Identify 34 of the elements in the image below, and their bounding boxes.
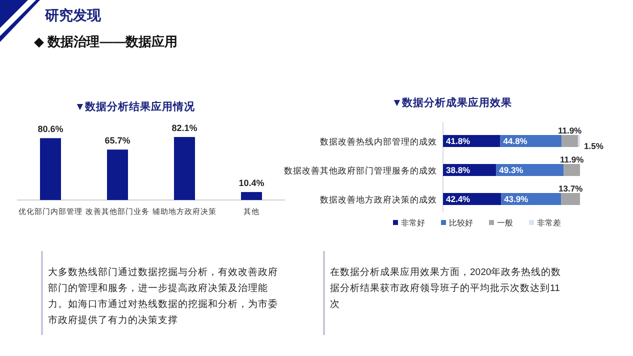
data-label: 65.7% <box>104 136 130 146</box>
chart-title: ▼数据分析成果应用效果 <box>392 96 514 109</box>
bar <box>562 135 578 147</box>
data-label: 49.3% <box>499 165 524 176</box>
data-label: 82.1% <box>172 123 198 133</box>
text: 研究发现 <box>44 7 102 23</box>
data-label: 44.8% <box>503 136 528 146</box>
data-label: 80.6% <box>38 124 64 134</box>
data-label: 41.8% <box>446 136 471 146</box>
bar <box>174 137 195 200</box>
data-label: 43.9% <box>504 194 529 204</box>
bar <box>107 150 128 200</box>
data-label: 13.7% <box>558 184 584 194</box>
y-tick-label: 数据改善地方政府决策的成效 <box>320 194 437 204</box>
legend-label: 非常好 <box>401 218 425 228</box>
legend-label: 比较好 <box>449 218 473 228</box>
data-label: 11.9% <box>558 126 582 136</box>
bar <box>40 138 61 200</box>
text: 大多数热线部门通过数据挖掘与分析，有效改善政府部门的管理和服务，进一步提高政府决策及治理能力。如海口市通过对热线数据的挖掘和分析，为市委市政府提供了有力的决策支撑 <box>48 266 278 328</box>
data-label: 42.4% <box>446 194 471 204</box>
text: 在数据分析成果应用效果方面，2020年政务热线的数据分析结果获市政府领导班子的平均批示次数达到11次 <box>330 266 562 312</box>
legend-label: 一般 <box>497 218 513 228</box>
data-label: 11.9% <box>560 154 584 164</box>
y-tick-label: 数据改善热线内部管理的成效 <box>320 136 437 146</box>
y-tick-label: 数据改善其他政府部门管理服务的成效 <box>284 166 437 176</box>
data-label: 38.8% <box>446 165 471 176</box>
data-label: 10.4% <box>238 178 264 188</box>
bar <box>241 192 262 200</box>
chart-title: ▼数据分析结果应用情况 <box>74 100 196 113</box>
legend-label: 非常差 <box>537 218 561 228</box>
bar <box>564 164 580 176</box>
data-label: 1.5% <box>584 141 604 151</box>
text: ◆ 数据治理——数据应用 <box>34 34 178 49</box>
bar <box>561 193 580 205</box>
